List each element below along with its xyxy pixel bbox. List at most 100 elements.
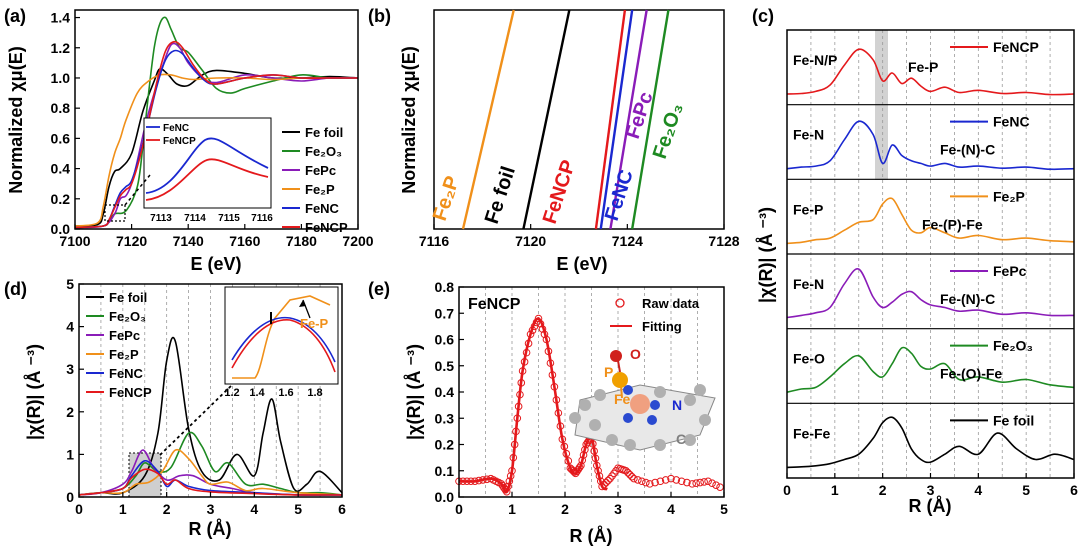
panel-a-y-tick-label: 0.4: [51, 161, 71, 177]
molecule-atoms: [569, 384, 711, 451]
panel-e-raw-point: [661, 476, 670, 484]
panel-e-y-axis-label: |χ(R)| (Å ⁻³): [404, 344, 424, 440]
panel-e-raw-point: [595, 472, 604, 480]
panel-e-raw-point: [554, 409, 563, 417]
panel-b-line-fepc: [609, 9, 648, 230]
panel-e-raw-point: [642, 478, 650, 487]
panel-c-x-axis-label: R (Å): [909, 496, 952, 516]
panel-c-x-tick-label: 5: [1022, 482, 1030, 498]
panel-e-legend-raw-marker: [615, 298, 625, 308]
panel-d-x-tick-label: 5: [294, 501, 302, 517]
panel-e-raw-point: [475, 476, 483, 485]
panel-d-legend-fencp: FeNCP: [109, 385, 152, 400]
panel-b-x-tick-label: 7120: [515, 233, 546, 249]
panel-a-x-tick-label: 7200: [342, 233, 373, 249]
atom-c: [694, 384, 706, 396]
panel-e-raw-point: [526, 330, 535, 339]
panel-c-y-axis-label: |χ(R)| (Å ⁻³): [756, 207, 776, 303]
panel-e-x-tick-label: 0: [455, 501, 463, 517]
panel-d-y-tick-label: 1: [66, 446, 74, 462]
panel-d-x-tick-label: 6: [338, 501, 346, 517]
panel-c-series-fepc: [786, 268, 1075, 319]
panel-e-raw-point: [538, 325, 547, 333]
panel-c-legend-fe2p: Fe₂P: [993, 188, 1025, 204]
panel-a-y-tick-label: 1.2: [51, 40, 71, 56]
panel-c-legend-fencp: FeNCP: [993, 39, 1039, 55]
panel-b-line-fencp: [594, 9, 627, 230]
atom-c: [699, 414, 711, 426]
panel-d-legend-fepc: FePc: [109, 328, 140, 343]
panel-a-inset-xtick: 7115: [218, 213, 240, 224]
panel-e-raw-point: [505, 477, 514, 486]
atom-c: [684, 394, 696, 406]
atom-c: [569, 412, 581, 424]
atom-n: [623, 413, 633, 423]
panel-e-raw-point: [497, 480, 506, 488]
panel-a-y-tick-label: 0.6: [51, 130, 71, 146]
atom-c: [624, 439, 636, 451]
panel-b-x-tick-label: 7124: [612, 233, 643, 249]
panel-d-legend-fe2o3: Fe₂O₃: [109, 309, 146, 324]
panel-d-inset-fenc-line: [231, 316, 336, 363]
atom-c: [606, 434, 618, 446]
panel-e-raw-point: [574, 465, 583, 474]
panel-e-raw-point: [591, 454, 600, 463]
panel-a: (a) 7100 7120 7140 7160 7180 7200 0.00.20.40.…: [4, 6, 374, 274]
panel-e-raw-point: [593, 461, 601, 470]
panel-c-x-tick-label: 3: [927, 482, 935, 498]
panel-e-raw-point: [534, 314, 543, 323]
panel-c-x-tick-label: 4: [974, 482, 982, 498]
panel-d-legend-fe-foil: Fe foil: [109, 290, 147, 305]
panel-d-series-fe-foil: [78, 336, 343, 496]
panel-c-x-tick-label: 1: [831, 482, 839, 498]
panel-e-raw-point: [508, 466, 516, 475]
panel-a-x-tick-label: 7120: [116, 233, 147, 249]
panel-e-raw-point: [594, 466, 602, 475]
panel-e-raw-point: [638, 477, 646, 486]
panel-e-raw-point: [590, 447, 598, 455]
panel-a-y-tick-label: 1.4: [51, 10, 71, 26]
panel-c-series-fe2o3: [786, 346, 1075, 393]
panel-b-line-fenc: [599, 9, 634, 230]
panel-e-raw-point: [708, 479, 716, 488]
panel-e-raw-point: [471, 477, 479, 486]
atom-label-n: N: [672, 397, 682, 413]
panel-c-annotation: Fe-(O)-Fe: [940, 366, 1002, 382]
panel-a-legend-fe-foil: Fe foil: [305, 125, 343, 140]
panel-d-x-axis-label: R (Å): [189, 519, 232, 539]
panel-a-inset: FeNC FeNCP 7113 7114 7115 7116: [104, 117, 273, 224]
panel-a-y-tick-label: 0.2: [51, 191, 71, 207]
panel-e-raw-point: [589, 440, 597, 448]
panel-b-label-fe-foil: Fe foil: [481, 164, 520, 227]
panel-e-raw-point: [552, 396, 561, 404]
panel-c-x-ticks: 0 1 2 3 4 5 6: [783, 473, 1078, 498]
panel-e-title: FeNCP: [468, 296, 521, 313]
panel-c-x-tick-label: 0: [783, 482, 791, 498]
atom-label-p: P: [604, 364, 613, 380]
panel-e-raw-point: [624, 468, 632, 477]
panel-e-raw-point: [542, 335, 551, 344]
panel-a-series-fepc: [74, 42, 359, 229]
panel-e-raw-point: [583, 438, 592, 447]
panel-e-raw-point: [516, 390, 524, 399]
panel-a-x-tick-label: 7160: [229, 233, 260, 249]
atom-p: [612, 372, 628, 388]
panel-a-y-tick-label: 0.8: [51, 100, 71, 116]
panel-c-annotation: Fe-(P)-Fe: [922, 216, 983, 232]
panel-a-y-tick-label: 1.0: [51, 70, 71, 86]
panel-c-annotation: Fe-N: [793, 276, 824, 292]
panel-e-raw-point: [506, 472, 515, 480]
panel-a-y-tick-label: 0.0: [51, 221, 71, 237]
atom-c: [589, 419, 601, 431]
panel-e-raw-point: [579, 451, 588, 459]
panel-a-x-tick-label: 7140: [173, 233, 204, 249]
panel-d-legend: Fe foil Fe₂O₃ FePc Fe₂P FeNC FeNCP: [86, 290, 152, 400]
panel-c-annotation: Fe-(N)-C: [940, 291, 995, 307]
panel-c-series-fencp: [786, 48, 1075, 96]
panel-a-legend: Fe foil Fe₂O₃ FePc Fe₂P FeNC FeNCP: [282, 125, 348, 235]
panel-a-legend-fe2p: Fe₂P: [305, 182, 335, 197]
panel-c-annotation: Fe-N: [793, 127, 824, 143]
panel-b-line-fe2p: [461, 9, 515, 230]
panel-d-inset-arrowhead: [299, 300, 306, 307]
